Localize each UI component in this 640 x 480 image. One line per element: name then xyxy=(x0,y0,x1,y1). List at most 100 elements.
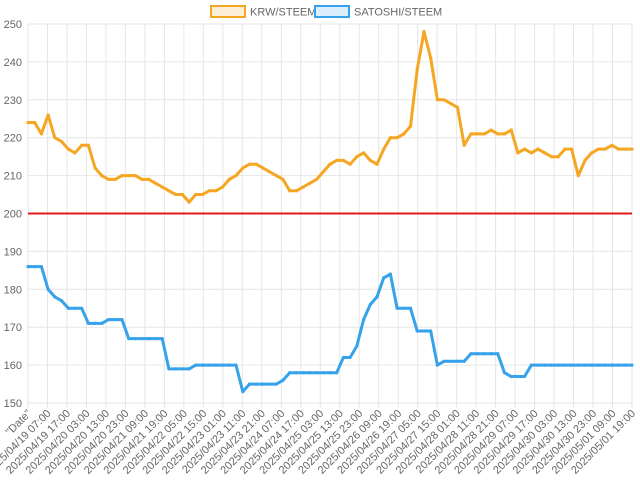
y-axis-ticks: 150 160 170 180 190 200 210 220 230 240 250 xyxy=(4,19,22,410)
data-point xyxy=(53,295,57,299)
data-point xyxy=(556,155,560,159)
data-point xyxy=(174,192,178,197)
data-point xyxy=(455,105,460,109)
data-point xyxy=(489,352,493,356)
data-point xyxy=(382,147,386,151)
data-point xyxy=(516,374,520,379)
data-point xyxy=(180,192,184,197)
data-point xyxy=(610,143,614,147)
data-point xyxy=(227,177,231,181)
data-point xyxy=(100,174,104,178)
series-line-0 xyxy=(28,30,632,204)
data-point xyxy=(368,158,372,162)
data-point xyxy=(442,359,446,363)
data-point xyxy=(469,352,473,356)
data-point xyxy=(455,359,460,363)
data-point xyxy=(194,363,198,367)
data-point xyxy=(570,147,574,151)
data-point xyxy=(301,371,305,375)
data-point xyxy=(496,352,500,356)
data-point xyxy=(402,306,406,310)
data-point xyxy=(53,136,57,140)
data-point xyxy=(355,344,359,348)
data-point xyxy=(442,98,446,102)
data-point xyxy=(167,367,171,371)
data-point xyxy=(106,318,111,322)
data-point xyxy=(214,189,218,193)
data-point xyxy=(60,299,64,303)
data-point xyxy=(348,355,352,360)
data-point xyxy=(301,185,305,189)
y-tick-label: 230 xyxy=(4,95,22,107)
data-point xyxy=(26,265,30,269)
data-point xyxy=(362,151,366,155)
data-point xyxy=(106,177,111,181)
data-point xyxy=(536,147,540,151)
data-point xyxy=(435,363,439,367)
data-point xyxy=(328,371,332,375)
data-point xyxy=(556,363,560,367)
data-point xyxy=(274,382,278,386)
data-point xyxy=(308,181,312,185)
data-point xyxy=(254,162,258,166)
data-point xyxy=(476,132,480,136)
data-point xyxy=(308,371,312,375)
data-point xyxy=(623,147,627,151)
data-point xyxy=(523,147,527,151)
data-point xyxy=(355,155,359,159)
data-point xyxy=(26,120,30,125)
data-point xyxy=(523,374,527,379)
data-point xyxy=(207,363,211,367)
data-point xyxy=(449,359,453,363)
data-point xyxy=(234,363,238,367)
data-point xyxy=(402,132,406,136)
data-point xyxy=(543,363,547,367)
y-tick-label: 240 xyxy=(4,57,22,69)
data-point xyxy=(509,374,513,379)
data-point xyxy=(33,265,37,269)
data-point xyxy=(395,306,399,310)
data-point xyxy=(187,367,191,371)
data-point xyxy=(362,318,366,322)
data-point xyxy=(133,337,137,341)
data-point xyxy=(73,151,77,155)
data-point xyxy=(388,272,392,276)
data-point xyxy=(576,363,580,367)
data-point xyxy=(288,371,292,375)
data-point xyxy=(502,132,507,136)
data-point xyxy=(207,189,211,193)
data-point xyxy=(254,382,258,386)
data-point xyxy=(39,132,44,136)
data-point xyxy=(147,337,151,341)
data-point xyxy=(167,189,171,193)
data-point xyxy=(221,363,225,367)
legend-label: KRW/STEEM xyxy=(250,7,316,19)
data-point xyxy=(590,151,594,155)
data-point xyxy=(140,337,144,341)
data-point xyxy=(549,363,554,367)
data-point xyxy=(476,352,480,356)
data-point xyxy=(321,371,325,375)
data-point xyxy=(617,363,621,367)
data-point xyxy=(93,321,97,325)
data-point xyxy=(429,329,433,333)
grid-lines xyxy=(27,23,633,408)
data-point xyxy=(120,318,124,322)
data-point xyxy=(315,371,319,375)
data-point xyxy=(187,200,191,204)
data-point xyxy=(86,321,90,325)
data-point xyxy=(281,378,285,382)
data-point xyxy=(100,321,104,325)
data-point xyxy=(449,102,453,106)
data-point xyxy=(194,192,198,197)
data-point xyxy=(603,147,607,151)
data-point xyxy=(375,295,379,299)
data-point xyxy=(66,147,70,151)
data-point xyxy=(33,120,37,125)
data-point xyxy=(388,136,392,140)
data-point xyxy=(73,306,77,310)
data-point xyxy=(46,287,50,291)
data-point xyxy=(133,174,137,178)
data-point xyxy=(268,170,272,174)
data-point xyxy=(502,371,507,375)
